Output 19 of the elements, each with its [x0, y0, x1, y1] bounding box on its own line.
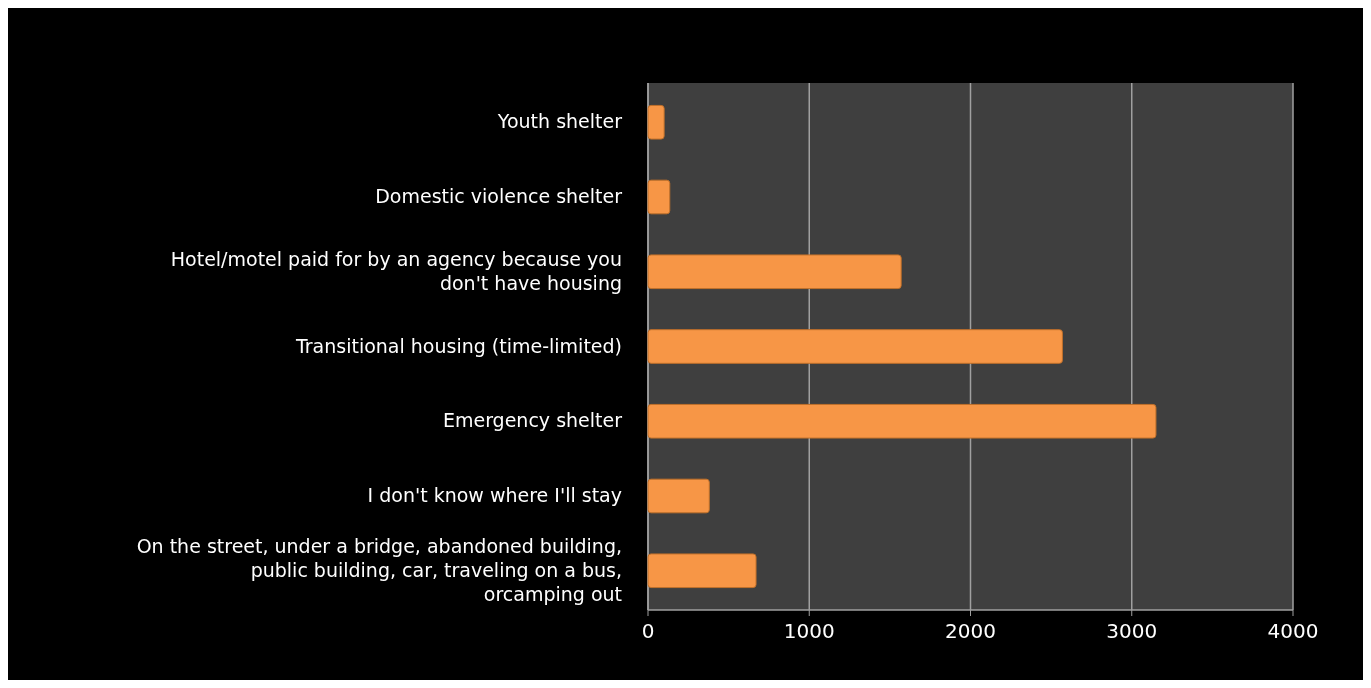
bar: [647, 179, 671, 215]
x-tick-label: 2000: [945, 619, 996, 643]
x-tick-label: 3000: [1106, 619, 1158, 643]
bar: [647, 553, 757, 589]
x-tick-label: 0: [641, 619, 655, 643]
bar: [647, 403, 1157, 439]
bar: [647, 478, 710, 514]
bar: [647, 254, 902, 290]
y-tick-label: Domestic violence shelter: [375, 184, 623, 207]
x-tick-label: 1000: [783, 619, 835, 643]
bar: [647, 329, 1063, 364]
x-tick-label: 4000: [1267, 619, 1319, 643]
y-tick-label: Emergency shelter: [442, 408, 623, 431]
y-tick-label: Hotel/motel paid for by an agency because you don't have housing: [170, 247, 622, 294]
y-tick-label: I don't know where I'll stay: [367, 483, 622, 506]
y-tick-label: Youth shelter: [496, 109, 623, 132]
bar: [647, 104, 665, 140]
y-tick-label: Transitional housing (time-limited): [294, 334, 622, 356]
y-tick-label: On the street, under a bridge, abandoned building, public building, car, traveling on a bus, orcamping out: [136, 534, 622, 605]
